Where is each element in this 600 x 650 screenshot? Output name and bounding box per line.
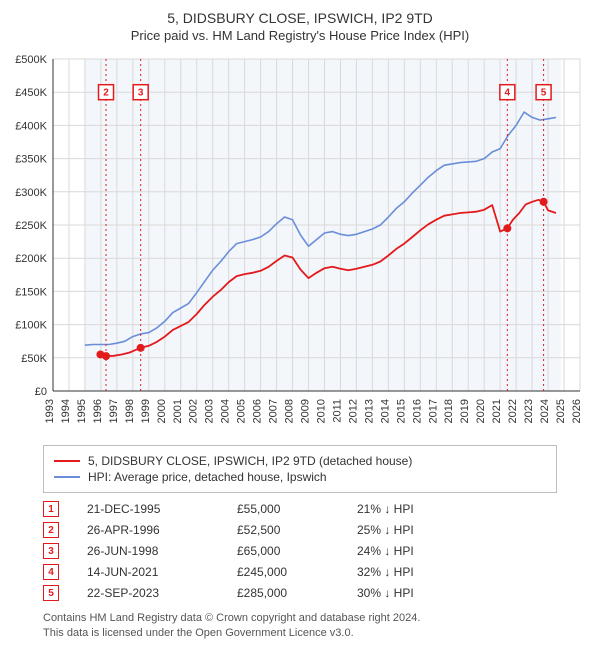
legend-swatch — [54, 460, 80, 462]
page-subtitle: Price paid vs. HM Land Registry's House … — [8, 28, 592, 43]
y-tick-label: £500K — [15, 54, 47, 66]
sale-date: 26-APR-1996 — [87, 523, 237, 537]
sale-hpi-diff: 30% ↓ HPI — [357, 586, 507, 600]
sale-number-badge: 2 — [43, 522, 59, 538]
x-tick-label: 2008 — [284, 399, 296, 423]
sale-date: 22-SEP-2023 — [87, 586, 237, 600]
sale-row: 4 14-JUN-2021£245,00032% ↓ HPI — [43, 564, 557, 580]
x-tick-label: 2020 — [475, 399, 487, 423]
sale-row: 3 26-JUN-1998£65,00024% ↓ HPI — [43, 543, 557, 559]
x-tick-label: 2013 — [363, 399, 375, 423]
legend-item: 5, DIDSBURY CLOSE, IPSWICH, IP2 9TD (det… — [54, 454, 546, 468]
sale-marker-3: 3 — [138, 87, 144, 98]
x-tick-label: 2023 — [523, 399, 535, 423]
sale-price: £65,000 — [237, 544, 357, 558]
sale-price: £245,000 — [237, 565, 357, 579]
x-tick-label: 1996 — [92, 399, 104, 423]
x-tick-label: 2000 — [156, 399, 168, 423]
sale-marker-4: 4 — [505, 87, 511, 98]
x-tick-label: 2010 — [315, 399, 327, 423]
price-chart: £0 £50K £100K £150K £200K £250K £300K £350K £400… — [8, 53, 592, 433]
x-tick-label: 2007 — [268, 399, 280, 423]
x-tick-label: 2019 — [459, 399, 471, 423]
y-tick-label: £100K — [15, 320, 47, 332]
sale-hpi-diff: 24% ↓ HPI — [357, 544, 507, 558]
legend-label: HPI: Average price, detached house, Ipsw… — [88, 470, 327, 484]
x-tick-label: 2018 — [443, 399, 455, 423]
y-tick-label: £150K — [15, 286, 47, 298]
x-tick-label: 1994 — [60, 399, 72, 423]
x-tick-label: 1998 — [124, 399, 136, 423]
x-tick-label: 2024 — [539, 399, 551, 423]
y-tick-label: £250K — [15, 220, 47, 232]
x-tick-label: 2012 — [347, 399, 359, 423]
y-tick-label: £350K — [15, 154, 47, 166]
y-tick-label: £50K — [21, 353, 47, 365]
sale-row: 5 22-SEP-2023£285,00030% ↓ HPI — [43, 585, 557, 601]
sale-number-badge: 3 — [43, 543, 59, 559]
sale-number-badge: 1 — [43, 501, 59, 517]
x-tick-label: 2026 — [571, 399, 583, 423]
sale-number-badge: 5 — [43, 585, 59, 601]
x-tick-label: 2004 — [220, 399, 232, 423]
legend-swatch — [54, 476, 80, 478]
footer-line-1: Contains HM Land Registry data © Crown c… — [43, 611, 592, 626]
sale-marker-2: 2 — [103, 87, 109, 98]
x-tick-label: 2011 — [331, 399, 343, 423]
x-tick-label: 2002 — [188, 399, 200, 423]
chart-svg: £0 £50K £100K £150K £200K £250K £300K £350K £400… — [8, 53, 592, 433]
sale-date: 26-JUN-1998 — [87, 544, 237, 558]
sale-row: 2 26-APR-1996£52,50025% ↓ HPI — [43, 522, 557, 538]
sale-hpi-diff: 25% ↓ HPI — [357, 523, 507, 537]
sale-hpi-diff: 32% ↓ HPI — [357, 565, 507, 579]
y-tick-label: £200K — [15, 253, 47, 265]
x-tick-label: 1997 — [108, 399, 120, 423]
x-tick-label: 2025 — [555, 399, 567, 423]
y-tick-label: £400K — [15, 120, 47, 132]
x-tick-label: 2022 — [507, 399, 519, 423]
x-tick-label: 2001 — [172, 399, 184, 423]
x-tick-label: 2017 — [427, 399, 439, 423]
x-tick-label: 2009 — [300, 399, 312, 423]
x-tick-label: 2021 — [491, 399, 503, 423]
sale-row: 1 21-DEC-1995£55,00021% ↓ HPI — [43, 501, 557, 517]
y-tick-label: £300K — [15, 187, 47, 199]
x-tick-label: 1999 — [140, 399, 152, 423]
sale-marker-5: 5 — [541, 87, 547, 98]
footer-attribution: Contains HM Land Registry data © Crown c… — [43, 611, 592, 641]
legend-label: 5, DIDSBURY CLOSE, IPSWICH, IP2 9TD (det… — [88, 454, 412, 468]
y-tick-label: £450K — [15, 87, 47, 99]
sale-price: £285,000 — [237, 586, 357, 600]
sale-date: 21-DEC-1995 — [87, 502, 237, 516]
footer-line-2: This data is licensed under the Open Gov… — [43, 626, 592, 641]
y-tick-label: £0 — [35, 386, 47, 398]
x-tick-label: 2014 — [379, 399, 391, 423]
x-tick-label: 2006 — [252, 399, 264, 423]
x-tick-label: 2005 — [236, 399, 248, 423]
legend: 5, DIDSBURY CLOSE, IPSWICH, IP2 9TD (det… — [43, 445, 557, 493]
x-tick-label: 1993 — [44, 399, 56, 423]
page-title: 5, DIDSBURY CLOSE, IPSWICH, IP2 9TD — [8, 10, 592, 26]
x-tick-label: 2015 — [395, 399, 407, 423]
sales-table: 1 21-DEC-1995£55,00021% ↓ HPI 2 26-APR-1996… — [43, 501, 557, 601]
sale-date: 14-JUN-2021 — [87, 565, 237, 579]
sale-price: £55,000 — [237, 502, 357, 516]
sale-hpi-diff: 21% ↓ HPI — [357, 502, 507, 516]
x-tick-label: 2016 — [411, 399, 423, 423]
legend-item: HPI: Average price, detached house, Ipsw… — [54, 470, 546, 484]
sale-number-badge: 4 — [43, 564, 59, 580]
x-tick-label: 2003 — [204, 399, 216, 423]
x-tick-label: 1995 — [76, 399, 88, 423]
sale-price: £52,500 — [237, 523, 357, 537]
